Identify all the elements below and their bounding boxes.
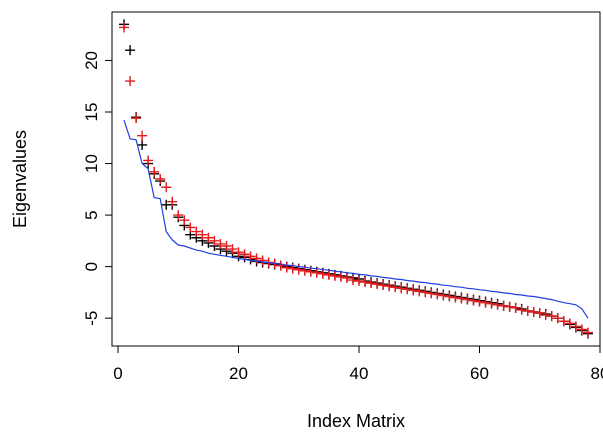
data-point: [432, 289, 442, 299]
series-1: [119, 22, 593, 337]
data-point: [131, 113, 141, 123]
data-point: [499, 301, 509, 311]
x-tick-label: 20: [229, 364, 248, 383]
data-point: [161, 182, 171, 192]
data-point: [330, 271, 340, 281]
data-point: [450, 293, 460, 303]
data-point: [336, 272, 346, 282]
data-point: [402, 284, 412, 294]
data-point: [481, 298, 491, 308]
x-tick-label: 80: [591, 364, 603, 383]
data-point: [420, 287, 430, 297]
data-point: [541, 310, 551, 320]
y-tick-label: 10: [82, 154, 101, 173]
data-point: [414, 286, 424, 296]
x-tick-label: 0: [113, 364, 122, 383]
x-axis: 0 20 40 60 80: [113, 346, 603, 383]
y-tick-label: -5: [82, 311, 101, 326]
data-point: [547, 311, 557, 321]
y-tick-label: 0: [82, 262, 101, 271]
x-tick-label: 60: [470, 364, 489, 383]
data-point: [438, 290, 448, 300]
data-point: [378, 280, 388, 290]
y-axis: -5 0 5 10 15 20: [82, 51, 112, 326]
x-axis-title: Index Matrix: [307, 411, 405, 431]
x-tick-label: 40: [350, 364, 369, 383]
data-point: [125, 45, 135, 55]
data-point: [173, 210, 183, 220]
data-point: [384, 281, 394, 291]
data-point: [276, 261, 286, 271]
y-tick-label: 5: [82, 210, 101, 219]
data-point: [444, 292, 454, 302]
data-point: [366, 278, 376, 288]
data-point: [342, 273, 352, 283]
data-point: [505, 302, 515, 312]
data-point: [396, 283, 406, 293]
data-point: [487, 299, 497, 309]
y-axis-title: Eigenvalues: [10, 130, 30, 228]
data-point: [523, 306, 533, 316]
data-point: [426, 288, 436, 298]
data-point: [535, 308, 545, 318]
data-point: [456, 294, 466, 304]
data-point: [493, 300, 503, 310]
data-point: [372, 279, 382, 289]
data-point: [149, 167, 159, 177]
series-layer: [119, 19, 593, 338]
data-point: [137, 131, 147, 141]
y-tick-label: 20: [82, 51, 101, 70]
data-point: [475, 297, 485, 307]
data-point: [511, 303, 521, 313]
data-point: [125, 76, 135, 86]
data-point: [155, 174, 165, 184]
data-point: [529, 307, 539, 317]
data-point: [408, 285, 418, 295]
data-point: [390, 282, 400, 292]
data-point: [462, 295, 472, 305]
data-point: [468, 296, 478, 306]
y-tick-label: 15: [82, 103, 101, 122]
series-line: [124, 120, 588, 318]
series-0: [119, 19, 593, 338]
series-2: [124, 120, 588, 318]
data-point: [517, 305, 527, 315]
